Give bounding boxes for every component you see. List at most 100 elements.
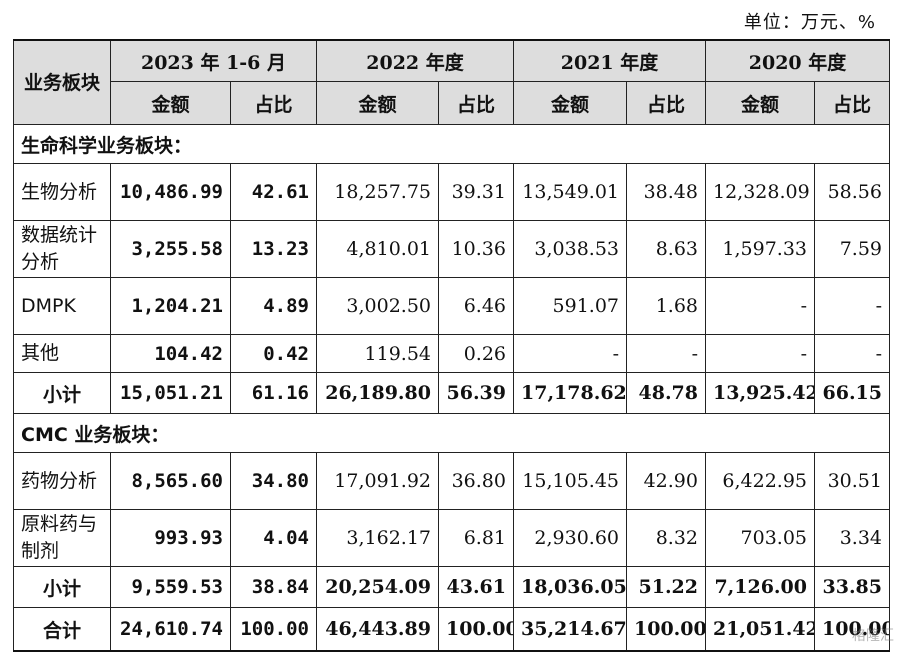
ratio-cell: 38.48 — [626, 163, 706, 221]
ratio-cell: 4.89 — [230, 277, 317, 335]
amount-cell: 26,189.80 — [316, 372, 439, 414]
amount-cell: 7,126.00 — [705, 566, 815, 608]
amount-cell: 993.93 — [110, 509, 231, 567]
subtotal-label: 小计 — [13, 566, 111, 608]
amount-cell: 17,178.62 — [513, 372, 627, 414]
total-row: 合计 24,610.74 100.00 46,443.89 100.00 35,214.6… — [13, 607, 890, 652]
row-label: 数据统计分析 — [13, 220, 111, 278]
amount-cell: 13,925.42 — [705, 372, 815, 414]
table-row: 原料药与制剂 993.93 4.04 3,162.17 6.81 2,930.60 8.32… — [13, 509, 890, 567]
amount-cell: 8,565.60 — [110, 452, 231, 510]
header-row-metrics: 金额 占比 金额 占比 金额 占比 金额 占比 — [14, 81, 890, 125]
amount-cell: 15,051.21 — [110, 372, 231, 414]
amount-cell: 20,254.09 — [316, 566, 439, 608]
row-label: 生物分析 — [13, 163, 111, 221]
section-header-row: CMC 业务板块： — [13, 413, 890, 453]
ratio-cell: 43.61 — [438, 566, 514, 608]
ratio-cell: 0.42 — [230, 334, 317, 373]
header-ratio: 占比 — [626, 81, 706, 125]
amount-cell: 15,105.45 — [513, 452, 627, 510]
row-label: 药物分析 — [13, 452, 111, 510]
header-amount: 金额 — [513, 81, 627, 125]
amount-cell: 4,810.01 — [316, 220, 439, 278]
header-amount: 金额 — [110, 81, 231, 125]
ratio-cell: 8.63 — [626, 220, 706, 278]
ratio-cell: 48.78 — [626, 372, 706, 414]
amount-cell: 46,443.89 — [316, 607, 439, 652]
ratio-cell: 36.80 — [438, 452, 514, 510]
amount-cell: - — [705, 334, 815, 373]
ratio-cell: 6.46 — [438, 277, 514, 335]
amount-cell: 3,162.17 — [316, 509, 439, 567]
table-row: 药物分析 8,565.60 34.80 17,091.92 36.80 15,105.45… — [13, 452, 890, 510]
header-period: 2022 年度 — [316, 39, 514, 82]
ratio-cell: 61.16 — [230, 372, 317, 414]
amount-cell: 3,002.50 — [316, 277, 439, 335]
watermark-logo: 格隆汇 — [852, 628, 894, 644]
ratio-cell: 6.81 — [438, 509, 514, 567]
ratio-cell: 3.34 — [814, 509, 890, 567]
ratio-cell: 0.26 — [438, 334, 514, 373]
header-period: 2023 年 1-6 月 — [110, 39, 317, 82]
amount-cell: 21,051.42 — [705, 607, 815, 652]
header-row-periods: 业务板块 2023 年 1-6 月 2022 年度 2021 年度 2020 年… — [13, 39, 890, 125]
amount-cell: 10,486.99 — [110, 163, 231, 221]
table-body: 业务板块 2023 年 1-6 月 2022 年度 2021 年度 2020 年… — [13, 39, 890, 652]
ratio-cell: - — [814, 277, 890, 335]
amount-cell: 1,204.21 — [110, 277, 231, 335]
amount-cell: 591.07 — [513, 277, 627, 335]
row-label: 其他 — [13, 334, 111, 373]
amount-cell: - — [513, 334, 627, 373]
amount-cell: 9,559.53 — [110, 566, 231, 608]
ratio-cell: 30.51 — [814, 452, 890, 510]
ratio-cell: 66.15 — [814, 372, 890, 414]
row-label: DMPK — [13, 277, 111, 335]
amount-cell: 104.42 — [110, 334, 231, 373]
header-amount: 金额 — [316, 81, 439, 125]
amount-cell: 18,036.05 — [513, 566, 627, 608]
amount-cell: - — [705, 277, 815, 335]
unit-note: 单位：万元、% — [743, 12, 876, 33]
ratio-cell: 7.59 — [814, 220, 890, 278]
header-ratio: 占比 — [230, 81, 317, 125]
section-header-row: 生命科学业务板块： — [13, 124, 890, 164]
amount-cell: 3,255.58 — [110, 220, 231, 278]
amount-cell: 12,328.09 — [705, 163, 815, 221]
section-title: CMC 业务板块： — [13, 413, 890, 453]
header-amount: 金额 — [705, 81, 815, 125]
table-row: 其他 104.42 0.42 119.54 0.26- - - - — [13, 334, 890, 373]
table-row: 数据统计分析 3,255.58 13.23 4,810.01 10.36 3,038.53… — [13, 220, 890, 278]
row-label: 原料药与制剂 — [13, 509, 111, 567]
total-label: 合计 — [13, 607, 111, 652]
ratio-cell: 4.04 — [230, 509, 317, 567]
ratio-cell: - — [814, 334, 890, 373]
header-period: 2021 年度 — [513, 39, 706, 82]
ratio-cell: 34.80 — [230, 452, 317, 510]
ratio-cell: 13.23 — [230, 220, 317, 278]
ratio-cell: 10.36 — [438, 220, 514, 278]
ratio-cell: 100.00 — [230, 607, 317, 652]
amount-cell: 3,038.53 — [513, 220, 627, 278]
amount-cell: 13,549.01 — [513, 163, 627, 221]
amount-cell: 24,610.74 — [110, 607, 231, 652]
amount-cell: 2,930.60 — [513, 509, 627, 567]
amount-cell: 6,422.95 — [705, 452, 815, 510]
amount-cell: 18,257.75 — [316, 163, 439, 221]
header-ratio: 占比 — [814, 81, 890, 125]
amount-cell: 35,214.67 — [513, 607, 627, 652]
revenue-table: 业务板块 2023 年 1-6 月 2022 年度 2021 年度 2020 年… — [13, 39, 890, 652]
ratio-cell: 51.22 — [626, 566, 706, 608]
ratio-cell: 42.61 — [230, 163, 317, 221]
ratio-cell: 100.00 — [626, 607, 706, 652]
ratio-cell: 1.68 — [626, 277, 706, 335]
amount-cell: 703.05 — [705, 509, 815, 567]
ratio-cell: 38.84 — [230, 566, 317, 608]
ratio-cell: 33.85 — [814, 566, 890, 608]
ratio-cell: 100.00 — [814, 607, 890, 652]
subtotal-row: 小计 9,559.53 38.84 20,254.09 43.61 18,036.05 51… — [13, 566, 890, 608]
table-row: DMPK 1,204.21 4.89 3,002.50 6.46 591.07 1.68- - — [13, 277, 890, 335]
ratio-cell: 56.39 — [438, 372, 514, 414]
amount-cell: 1,597.33 — [705, 220, 815, 278]
table-row: 生物分析 10,486.99 42.61 18,257.75 39.31 13,549.0… — [13, 163, 890, 221]
section-title: 生命科学业务板块： — [13, 124, 890, 164]
